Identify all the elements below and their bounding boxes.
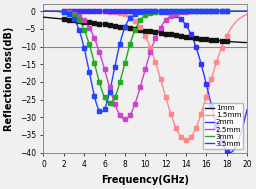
3mm: [136, 24, 139, 27]
2mm: [240, 131, 243, 133]
1.5mm: [246, 13, 249, 15]
2mm: [246, 109, 249, 111]
1.5mm: [135, 22, 138, 24]
3.5mm: [246, 10, 249, 12]
2.5mm: [123, 118, 126, 120]
3.5mm: [240, 10, 243, 12]
3.5mm: [202, 10, 205, 12]
3.5mm: [141, 10, 144, 13]
1mm: [240, 41, 243, 43]
Line: 2.5mm: 2.5mm: [44, 11, 247, 119]
1mm: [52, 17, 55, 19]
Y-axis label: Reflection loss(dB): Reflection loss(dB): [4, 26, 14, 131]
Line: 2mm: 2mm: [44, 11, 247, 153]
Legend: 1mm, 1.5mm, 2mm, 2.5mm, 3mm, 3.5mm: 1mm, 1.5mm, 2mm, 2.5mm, 3mm, 3.5mm: [203, 103, 243, 149]
2mm: [135, 10, 138, 12]
1.5mm: [42, 10, 45, 12]
3.5mm: [42, 10, 45, 12]
1mm: [202, 38, 205, 40]
1.5mm: [184, 139, 187, 141]
2mm: [52, 10, 55, 12]
2.5mm: [240, 10, 243, 12]
3mm: [240, 10, 243, 12]
3mm: [108, 102, 111, 104]
2.5mm: [42, 10, 45, 12]
3.5mm: [136, 12, 139, 14]
1.5mm: [202, 104, 205, 106]
2.5mm: [240, 10, 243, 12]
2mm: [202, 73, 205, 75]
2mm: [240, 131, 243, 133]
3.5mm: [52, 10, 55, 12]
2.5mm: [141, 78, 144, 80]
3mm: [141, 16, 144, 19]
1mm: [135, 28, 138, 30]
2.5mm: [52, 10, 55, 12]
Line: 1.5mm: 1.5mm: [44, 11, 247, 140]
1.5mm: [52, 10, 55, 12]
2mm: [42, 10, 45, 12]
3mm: [240, 10, 243, 12]
1mm: [246, 41, 249, 44]
3mm: [42, 10, 45, 12]
1mm: [141, 29, 144, 31]
X-axis label: Frequency(GHz): Frequency(GHz): [101, 175, 189, 185]
2mm: [141, 10, 144, 12]
1.5mm: [141, 30, 144, 32]
2.5mm: [202, 10, 205, 12]
Line: 3mm: 3mm: [44, 11, 247, 103]
Line: 1mm: 1mm: [44, 17, 247, 43]
3mm: [52, 10, 55, 12]
3mm: [246, 10, 249, 12]
2.5mm: [246, 10, 249, 12]
1.5mm: [240, 16, 243, 19]
3mm: [202, 10, 205, 12]
2mm: [228, 152, 231, 154]
3.5mm: [100, 111, 103, 113]
Line: 3.5mm: 3.5mm: [44, 11, 247, 112]
2.5mm: [136, 96, 139, 98]
1mm: [42, 16, 45, 18]
1mm: [239, 41, 242, 43]
1.5mm: [240, 16, 243, 19]
3.5mm: [240, 10, 243, 12]
